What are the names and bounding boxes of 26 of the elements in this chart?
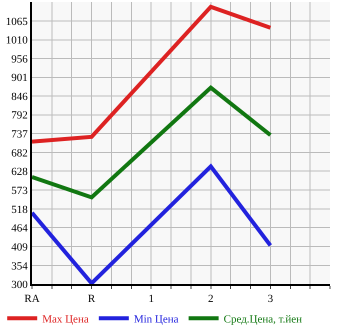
y-tick-label: 682	[11, 147, 28, 160]
y-tick-label: 792	[11, 110, 28, 122]
x-tick-label: 3	[268, 293, 274, 306]
y-tick-label: 737	[11, 128, 28, 141]
x-tick-label: RA	[24, 293, 40, 306]
y-tick-label: 1010	[6, 34, 28, 47]
x-tick-label: 1	[148, 293, 154, 306]
legend-label: Сред.Цена, т.йен	[224, 314, 302, 326]
y-tick-label: 846	[11, 91, 28, 104]
y-tick-label: 300	[11, 278, 28, 291]
y-tick-label: 901	[11, 72, 28, 84]
y-tick-label: 573	[11, 184, 28, 197]
line-series	[32, 4, 272, 144]
legend-label: Max Цена	[42, 314, 89, 326]
y-tick-label: 628	[11, 166, 28, 178]
y-tick-label: 956	[11, 53, 28, 66]
y-tick-label: 409	[11, 241, 28, 254]
line-series	[32, 164, 272, 284]
x-tick-label: R	[88, 293, 96, 306]
y-tick-label: 518	[11, 204, 28, 216]
y-tick-label: 1065	[6, 16, 28, 28]
line-series	[32, 86, 272, 200]
legend-label: Min Цена	[134, 314, 179, 326]
x-tick-label: 2	[208, 293, 214, 306]
y-tick-label: 464	[11, 222, 28, 234]
y-tick-label: 354	[11, 260, 28, 272]
